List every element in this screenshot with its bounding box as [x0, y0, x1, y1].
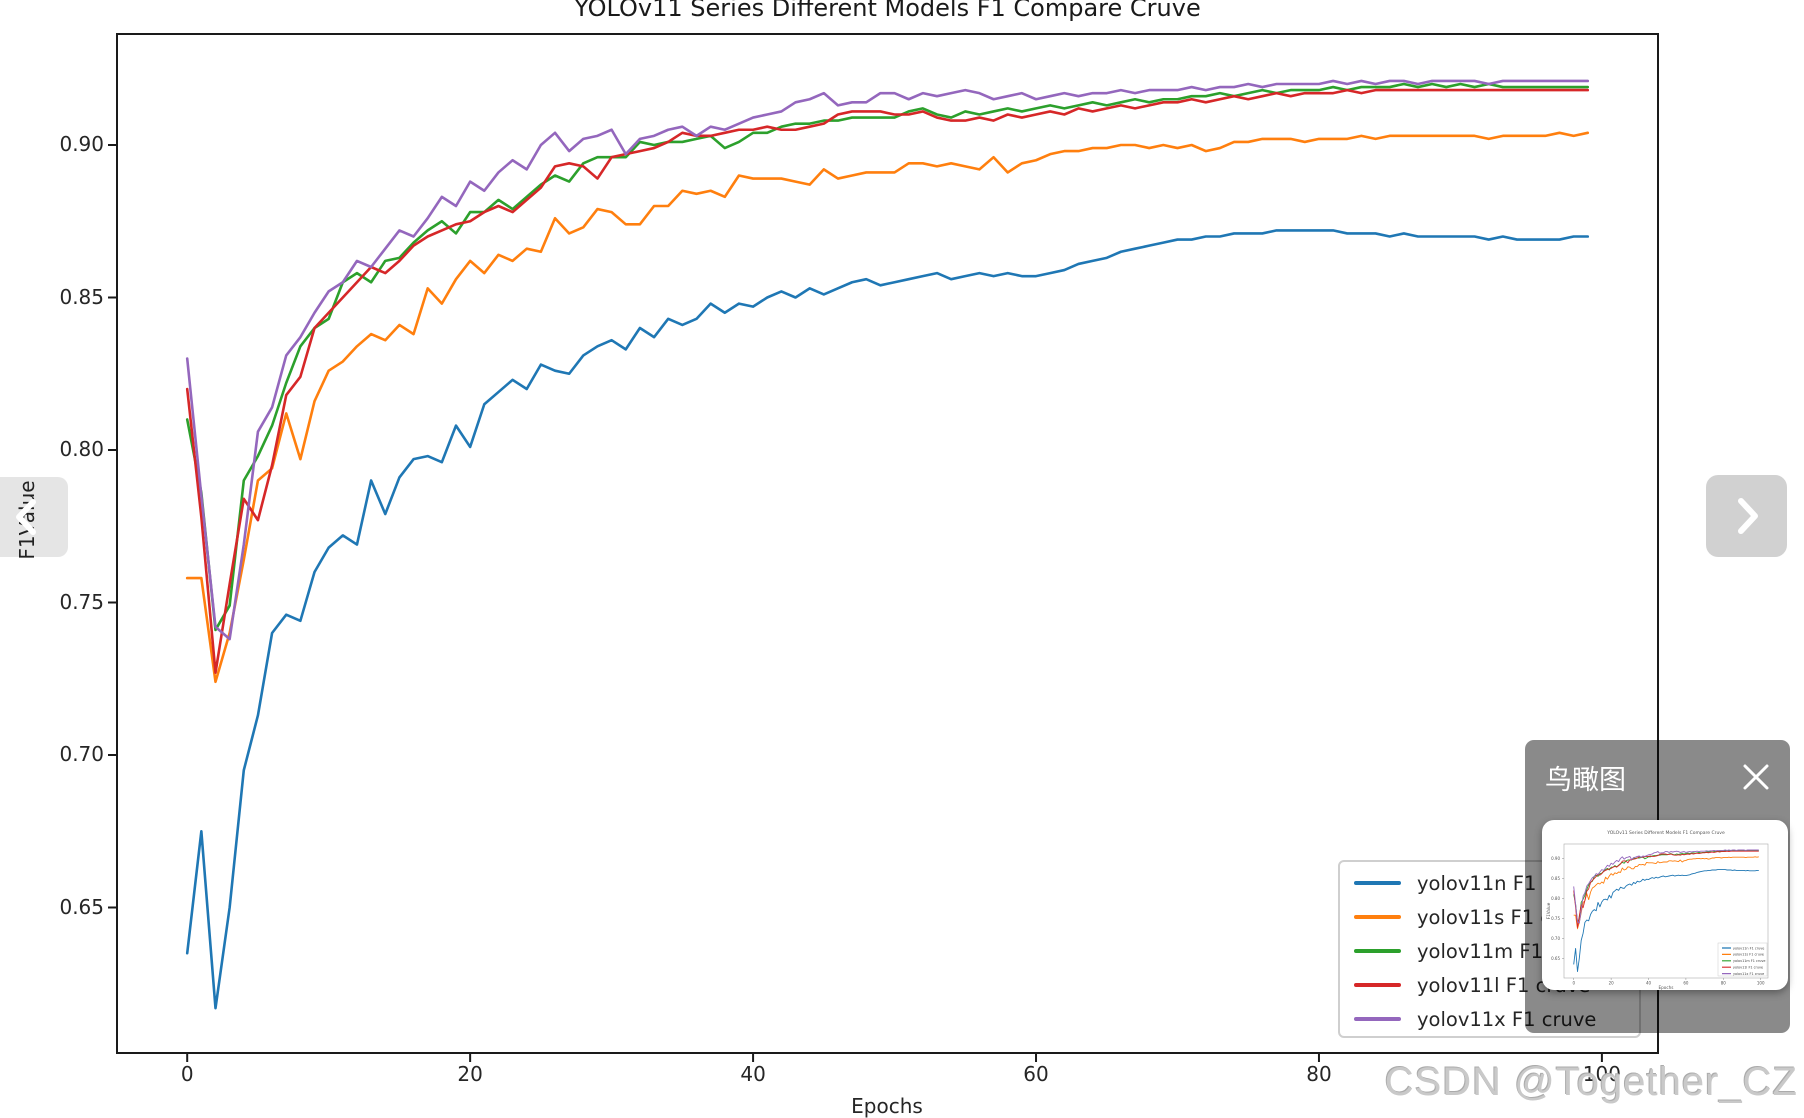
- x-tick-label: 40: [740, 1062, 766, 1086]
- svg-text:F1Value: F1Value: [1546, 902, 1551, 919]
- svg-text:80: 80: [1721, 981, 1727, 986]
- birdseye-panel: 鸟瞰图 YOLOv11 Series Different Models F1 C…: [1525, 740, 1790, 1033]
- svg-text:yolov11s F1 cruve: yolov11s F1 cruve: [1733, 953, 1764, 957]
- legend-line-sample: [1354, 881, 1401, 885]
- next-image-button[interactable]: [1706, 475, 1787, 557]
- legend-line-sample: [1354, 915, 1401, 919]
- x-axis-label: Epochs: [851, 1094, 923, 1118]
- prev-image-button[interactable]: [0, 477, 68, 557]
- svg-text:yolov11x F1 cruve: yolov11x F1 cruve: [1733, 972, 1764, 976]
- svg-text:0.80: 0.80: [1551, 896, 1560, 901]
- y-tick-label: 0.75: [59, 589, 104, 614]
- legend-label: yolov11x F1 cruve: [1417, 1007, 1597, 1031]
- svg-text:Epochs: Epochs: [1658, 985, 1673, 990]
- legend-line-sample: [1354, 949, 1401, 953]
- chart-title: YOLOv11 Series Different Models F1 Compa…: [574, 0, 1201, 22]
- birdseye-title: 鸟瞰图: [1545, 764, 1626, 796]
- svg-text:yolov11m F1 cruve: yolov11m F1 cruve: [1733, 959, 1765, 963]
- svg-text:100: 100: [1757, 981, 1765, 986]
- svg-text:YOLOv11 Series Different Model: YOLOv11 Series Different Models F1 Compa…: [1606, 830, 1725, 836]
- y-tick-label: 0.65: [59, 894, 104, 919]
- svg-text:0.65: 0.65: [1551, 956, 1560, 961]
- y-tick-label: 0.70: [59, 742, 104, 766]
- x-tick-label: 80: [1306, 1062, 1332, 1086]
- y-tick-label: 0.90: [59, 132, 104, 156]
- x-tick-label: 60: [1023, 1062, 1049, 1086]
- svg-text:yolov11n F1 cruve: yolov11n F1 cruve: [1733, 946, 1764, 950]
- x-tick-label: 0: [180, 1062, 194, 1086]
- svg-text:20: 20: [1609, 981, 1615, 986]
- svg-text:40: 40: [1646, 981, 1652, 986]
- y-tick-label: 0.80: [59, 437, 104, 461]
- x-tick-label: 20: [457, 1062, 483, 1086]
- svg-text:0.75: 0.75: [1551, 916, 1560, 921]
- svg-text:0.70: 0.70: [1551, 936, 1560, 941]
- legend-item: yolov11x F1 cruve: [1354, 1002, 1639, 1036]
- svg-text:0.85: 0.85: [1551, 876, 1560, 881]
- chevron-right-icon: [1737, 498, 1758, 534]
- svg-text:60: 60: [1683, 981, 1689, 986]
- svg-text:0.90: 0.90: [1551, 856, 1560, 861]
- y-tick-label: 0.85: [59, 284, 104, 309]
- birdseye-thumbnail[interactable]: YOLOv11 Series Different Models F1 Compa…: [1542, 820, 1788, 990]
- svg-text:0: 0: [1572, 981, 1575, 986]
- legend-line-sample: [1354, 983, 1401, 987]
- legend-line-sample: [1354, 1017, 1401, 1021]
- x-tick-label: 100: [1582, 1062, 1621, 1086]
- birdseye-mini-chart: YOLOv11 Series Different Models F1 Compa…: [1546, 830, 1769, 990]
- chevron-left-icon: [16, 499, 36, 535]
- birdseye-header: 鸟瞰图: [1525, 740, 1790, 800]
- close-icon[interactable]: [1742, 763, 1770, 791]
- watermark: CSDN @Together_CZ: [1384, 1060, 1798, 1104]
- svg-text:yolov11l F1 cruve: yolov11l F1 cruve: [1733, 966, 1763, 970]
